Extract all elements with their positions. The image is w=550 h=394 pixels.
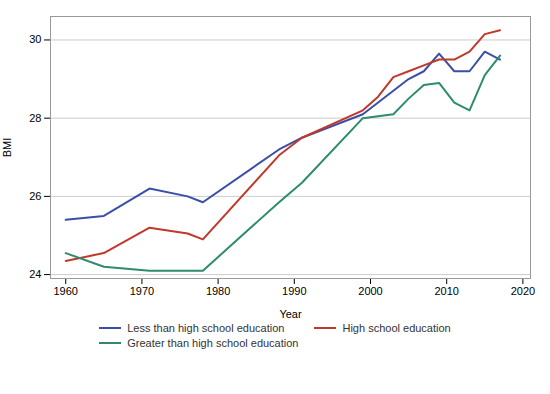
html-text:Greater than high school educa: Greater than high school education xyxy=(127,337,299,349)
svg-text:1960: 1960 xyxy=(53,285,77,297)
svg-text:BMI: BMI xyxy=(1,138,13,158)
svg-text:1980: 1980 xyxy=(206,285,230,297)
svg-text:26: 26 xyxy=(29,190,41,202)
svg-text:2020: 2020 xyxy=(511,285,535,297)
html-text:High school education: High school education xyxy=(342,322,451,334)
svg-text:2000: 2000 xyxy=(358,285,382,297)
svg-text:1990: 1990 xyxy=(282,285,306,297)
svg-text:1970: 1970 xyxy=(130,285,154,297)
html-text:Less than high school educatio: Less than high school education xyxy=(127,322,285,334)
svg-text:2010: 2010 xyxy=(434,285,458,297)
svg-text:28: 28 xyxy=(29,112,41,124)
svg-text:30: 30 xyxy=(29,33,41,45)
svg-text:24: 24 xyxy=(29,268,41,280)
svg-text:Year: Year xyxy=(279,308,302,320)
